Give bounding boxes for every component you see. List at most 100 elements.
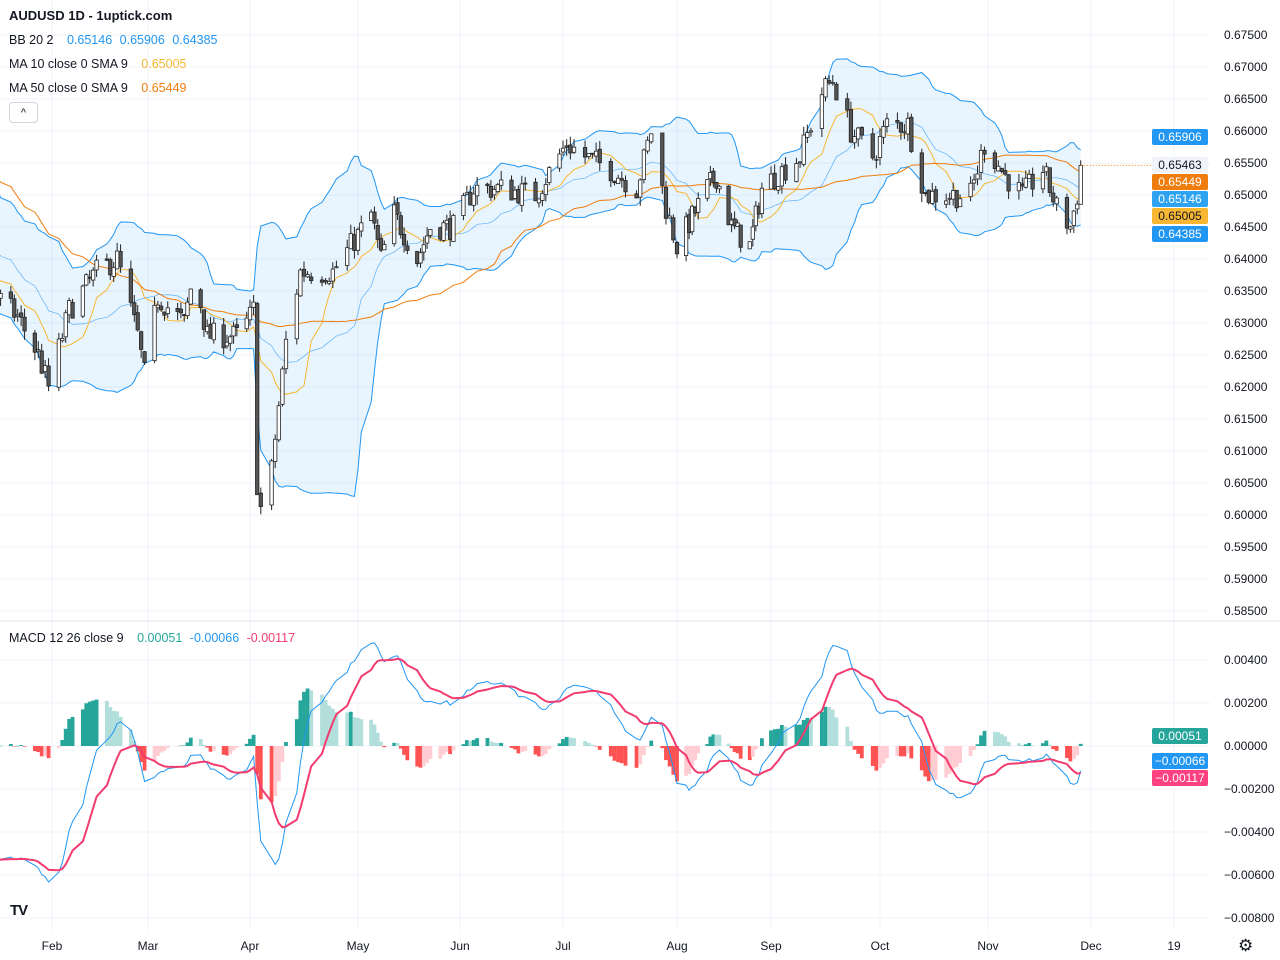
price-tick-label: 0.60500 xyxy=(1224,476,1268,490)
macd-histogram-bar xyxy=(162,746,167,751)
price-tick-label: 0.65000 xyxy=(1224,188,1268,202)
macd-histogram-bar xyxy=(228,746,233,755)
price-tick-label: 0.67000 xyxy=(1224,60,1268,74)
macd-histogram-bar xyxy=(382,746,387,748)
candle-up xyxy=(805,132,810,138)
macd-histogram-bar xyxy=(909,746,914,759)
candle-down xyxy=(468,191,473,206)
legend-macd[interactable]: MACD 12 26 close 9 0.00051 -0.00066 -0.0… xyxy=(9,631,299,645)
legend-bb[interactable]: BB 20 2 0.65146 0.65906 0.64385 xyxy=(9,33,222,47)
candle-down xyxy=(933,189,938,203)
candle-up xyxy=(801,134,806,165)
candle-up xyxy=(15,314,20,317)
macd-histogram-bar xyxy=(798,724,802,746)
candle-down xyxy=(582,147,588,158)
candle-down xyxy=(378,238,384,251)
macd-histogram-bar xyxy=(461,744,466,746)
macd-histogram-bar xyxy=(56,746,61,748)
macd-histogram-bar xyxy=(834,717,839,746)
candle-up xyxy=(330,268,335,282)
macd-histogram-bar xyxy=(320,694,324,746)
macd-histogram-bar xyxy=(179,745,183,747)
candle-up xyxy=(244,317,249,330)
candle-up xyxy=(996,165,1001,172)
candle-down xyxy=(46,365,51,387)
macd-histogram-bar xyxy=(108,706,113,746)
candle-up xyxy=(424,235,430,244)
candle-up xyxy=(1044,166,1049,173)
candle-down xyxy=(898,122,904,133)
candle-up xyxy=(1078,164,1083,205)
macd-histogram-bar xyxy=(1023,744,1028,746)
macd-histogram-bar xyxy=(36,746,41,753)
macd-histogram-bar xyxy=(369,719,374,746)
candle-up xyxy=(944,200,949,205)
candle-down xyxy=(533,181,538,202)
macd-histogram-bar xyxy=(852,746,857,750)
macd-histogram-bar xyxy=(586,742,591,746)
candle-down xyxy=(909,116,914,152)
candle-up xyxy=(495,184,500,192)
macd-histogram-bar xyxy=(405,746,410,761)
macd-histogram-bar xyxy=(128,729,133,746)
ma10-value: 0.65005 xyxy=(141,57,187,71)
macd-histogram-bar xyxy=(309,690,314,746)
macd-histogram-bar xyxy=(248,738,252,746)
macd-tick-label: −0.00800 xyxy=(1224,911,1275,925)
macd-histogram-bar xyxy=(185,742,190,746)
candle-up xyxy=(60,338,65,342)
candle-up xyxy=(224,341,230,347)
candle-up xyxy=(560,147,566,153)
candle-up xyxy=(747,241,752,250)
candle-up xyxy=(471,193,476,206)
macd-histogram-bar xyxy=(352,717,357,746)
price-tick-label: 0.64000 xyxy=(1224,252,1268,266)
gear-icon[interactable]: ⚙ xyxy=(1238,936,1254,955)
candle-down xyxy=(375,225,380,240)
macd-histogram-bar xyxy=(39,746,44,757)
candle-up xyxy=(63,312,68,338)
macd-histogram-bar xyxy=(67,718,72,746)
price-tick-label: 0.61000 xyxy=(1224,444,1268,458)
candle-down xyxy=(834,83,839,101)
macd-histogram-bar xyxy=(992,731,997,746)
macd-histogram-bar xyxy=(1051,746,1056,750)
candle-down xyxy=(895,120,900,123)
macd-histogram-bar xyxy=(165,746,170,748)
candle-up xyxy=(369,211,374,221)
macd-histogram-bar xyxy=(760,738,764,746)
candle-down xyxy=(848,109,854,143)
candle-down xyxy=(178,308,184,314)
macd-histogram-bar xyxy=(269,746,274,803)
tradingview-logo[interactable]: TV xyxy=(10,902,28,919)
macd-histogram-bar xyxy=(448,746,453,755)
macd-histogram-bar xyxy=(94,699,99,746)
x-tick-label: Nov xyxy=(977,939,998,953)
collapse-legend-button[interactable]: ^ xyxy=(9,102,38,123)
macd-histogram-bar xyxy=(735,746,740,754)
macd-histogram-bar xyxy=(1065,746,1069,758)
candle-down xyxy=(612,180,617,184)
macd-histogram-bar xyxy=(46,746,51,759)
candle-up xyxy=(797,161,803,164)
candle-down xyxy=(8,291,13,299)
macd-histogram-bar xyxy=(564,736,569,746)
macd-histogram-bar xyxy=(471,739,476,746)
legend-ma50[interactable]: MA 50 close 0 SMA 9 0.65449 xyxy=(9,81,190,95)
candle-down xyxy=(488,185,494,198)
candle-up xyxy=(334,266,339,269)
candle-up xyxy=(283,338,289,370)
macd-histogram-bar xyxy=(926,746,931,782)
bb-upper-tag: 0.65906 xyxy=(1152,129,1208,145)
macd-histogram-bar xyxy=(519,746,524,752)
macd-histogram-bar xyxy=(1078,743,1083,746)
candle-up xyxy=(0,293,3,299)
macd-histogram-bar xyxy=(188,737,193,746)
candle-up xyxy=(461,195,466,216)
macd-histogram-bar xyxy=(881,746,886,764)
macd-histogram-bar xyxy=(1041,743,1045,746)
legend-ma10[interactable]: MA 10 close 0 SMA 9 0.65005 xyxy=(9,57,190,71)
macd-histogram-bar xyxy=(583,741,587,746)
candle-up xyxy=(84,274,89,286)
